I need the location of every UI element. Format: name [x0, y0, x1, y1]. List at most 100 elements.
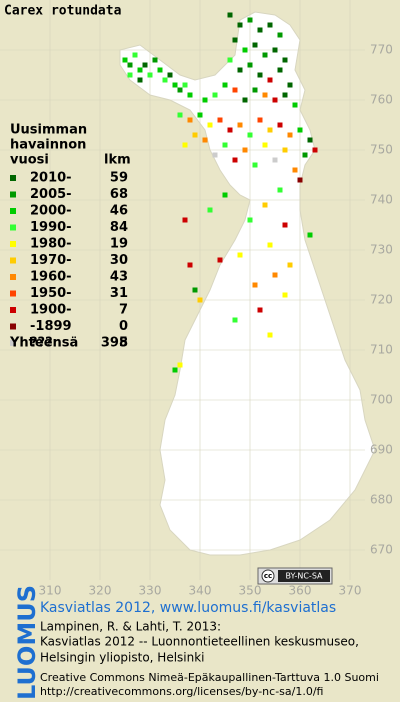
occurrence	[277, 122, 283, 128]
y-tick-label: 760	[370, 93, 393, 107]
occurrence	[162, 77, 168, 83]
occurrence	[272, 272, 278, 278]
legend-swatch	[10, 323, 16, 330]
occurrence	[282, 292, 288, 298]
occurrence	[187, 262, 193, 268]
occurrence	[277, 67, 283, 73]
license: Creative Commons Nimeä-Epäkaupallinen-Ta…	[40, 671, 379, 684]
x-tick-label: 320	[89, 584, 112, 598]
occurrence	[272, 157, 278, 163]
occurrence	[212, 92, 218, 98]
y-tick-label: 690	[370, 443, 393, 457]
legend-swatch	[10, 208, 16, 214]
legend-swatch	[10, 175, 16, 181]
occurrence	[282, 147, 288, 153]
legend-count: 0	[119, 319, 128, 334]
occurrence	[272, 47, 278, 53]
badge-dark	[278, 570, 330, 582]
legend-count: 7	[119, 303, 128, 318]
occurrence	[152, 57, 158, 63]
occurrence	[127, 72, 133, 78]
occurrence	[217, 117, 223, 123]
occurrence	[137, 67, 143, 73]
occurrence	[222, 192, 228, 198]
occurrence	[247, 217, 253, 223]
legend-count: 84	[110, 220, 128, 235]
license-url: http://creativecommons.org/licenses/by-n…	[40, 685, 323, 698]
occurrence	[287, 262, 293, 268]
legend-count: 59	[110, 171, 128, 186]
badge-text: BY-NC-SA	[285, 572, 323, 581]
y-tick-label: 740	[370, 193, 393, 207]
legend-label: 1900-	[30, 303, 72, 318]
y-tick-label: 700	[370, 393, 393, 407]
occurrence	[187, 117, 193, 123]
occurrence	[312, 147, 318, 153]
occurrence	[282, 92, 288, 98]
credit-link: Kasviatlas 2012, www.luomus.fi/kasviatla…	[40, 600, 336, 616]
occurrence	[142, 62, 148, 68]
x-tick-label: 340	[189, 584, 212, 598]
occurrence	[227, 57, 233, 63]
occurrence	[177, 87, 183, 93]
occurrence	[262, 92, 268, 98]
occurrence	[262, 142, 268, 148]
occurrence	[232, 317, 238, 323]
logo: LUOMUS	[13, 585, 41, 700]
occurrence	[177, 112, 183, 118]
legend-label: 2005-	[30, 187, 72, 202]
occurrence	[242, 47, 248, 53]
occurrence	[222, 82, 228, 88]
occurrence	[202, 97, 208, 103]
cc-badge: cc BY-NC-SA	[257, 567, 333, 585]
legend-label: ???	[30, 336, 53, 351]
occurrence	[202, 137, 208, 143]
occurrence	[277, 32, 283, 38]
y-tick-label: 670	[370, 543, 393, 557]
occurrence	[197, 297, 203, 303]
occurrence	[172, 367, 178, 373]
occurrence	[262, 52, 268, 58]
x-tick-label: 350	[239, 584, 262, 598]
occurrence	[217, 257, 223, 263]
occurrence	[272, 97, 278, 103]
occurrence	[257, 307, 263, 313]
y-tick-label: 730	[370, 243, 393, 257]
occurrence	[292, 102, 298, 108]
legend-swatch	[10, 241, 16, 247]
occurrence	[182, 217, 188, 223]
occurrence	[207, 207, 213, 213]
occurrence	[252, 42, 258, 48]
occurrence	[177, 362, 183, 368]
x-tick-label: 310	[39, 584, 62, 598]
legend-header: Uusimman	[10, 123, 87, 138]
occurrence	[197, 112, 203, 118]
x-tick-label: 370	[339, 584, 362, 598]
occurrence	[237, 67, 243, 73]
occurrence	[282, 222, 288, 228]
y-tick-label: 750	[370, 143, 393, 157]
occurrence	[242, 97, 248, 103]
y-tick-label: 680	[370, 493, 393, 507]
legend-count: 19	[110, 237, 128, 252]
credit-line: Helsingin yliopisto, Helsinki	[40, 651, 205, 665]
occurrence	[237, 122, 243, 128]
occurrence	[257, 117, 263, 123]
occurrence	[207, 122, 213, 128]
occurrence	[192, 287, 198, 293]
occurrence	[287, 132, 293, 138]
occurrence	[297, 127, 303, 133]
occurrence	[252, 162, 258, 168]
credit-line: Lampinen, R. & Lahti, T. 2013:	[40, 620, 221, 634]
occurrence	[307, 137, 313, 143]
occurrence	[292, 167, 298, 173]
occurrence	[297, 177, 303, 183]
occurrence	[302, 152, 308, 158]
occurrence	[267, 77, 273, 83]
legend-total-label: Yhteensä	[9, 336, 78, 351]
occurrence	[127, 62, 133, 68]
